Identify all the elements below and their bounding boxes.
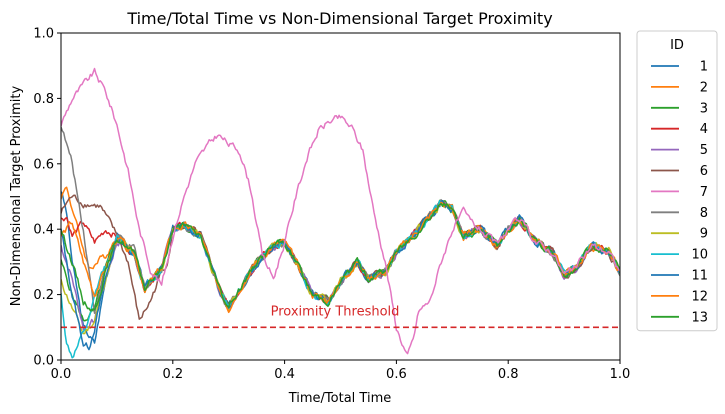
x-axis-label: Time/Total Time	[288, 391, 392, 406]
legend-title: ID	[670, 38, 684, 53]
chart-title: Time/Total Time vs Non-Dimensional Targe…	[126, 9, 552, 28]
series-lines	[61, 67, 620, 359]
y-tick-label: 0.8	[33, 92, 54, 107]
series-line-7	[61, 67, 620, 355]
threshold-group: Proximity Threshold	[61, 304, 620, 329]
x-tick-label: 1.0	[610, 367, 631, 382]
legend-label-10: 10	[691, 248, 708, 263]
plot-frame	[60, 32, 621, 361]
x-tick-label: 0.0	[51, 367, 72, 382]
legend-label-7: 7	[700, 185, 708, 200]
y-tick-label: 0.6	[33, 157, 54, 172]
y-tick-label: 0.2	[33, 288, 54, 303]
legend-label-12: 12	[691, 289, 708, 304]
x-tick-label: 0.8	[498, 367, 519, 382]
legend-label-11: 11	[691, 269, 708, 284]
x-tick-label: 0.4	[274, 367, 295, 382]
legend-label-3: 3	[700, 101, 708, 116]
y-tick-label: 1.0	[33, 27, 54, 42]
legend-label-4: 4	[700, 122, 708, 137]
legend-label-13: 13	[691, 310, 708, 325]
legend-label-5: 5	[700, 143, 708, 158]
x-axis-ticks: 0.0 0.2 0.4 0.6 0.8 1.0	[51, 360, 631, 382]
legend-label-2: 2	[700, 80, 708, 95]
legend-box	[636, 30, 718, 332]
legend-label-6: 6	[700, 164, 708, 179]
legend-label-9: 9	[700, 227, 708, 242]
y-tick-label: 0.0	[33, 354, 54, 369]
y-axis-label: Non-Dimensional Target Proximity	[9, 86, 24, 307]
threshold-label: Proximity Threshold	[271, 304, 400, 319]
x-tick-label: 0.6	[386, 367, 407, 382]
plot-area	[61, 33, 620, 360]
legend-label-1: 1	[700, 60, 708, 75]
y-tick-label: 0.4	[33, 223, 54, 238]
y-axis-ticks: 0.0 0.2 0.4 0.6 0.8 1.0	[33, 27, 61, 369]
legend-label-8: 8	[700, 206, 708, 221]
x-tick-label: 0.2	[162, 367, 183, 382]
